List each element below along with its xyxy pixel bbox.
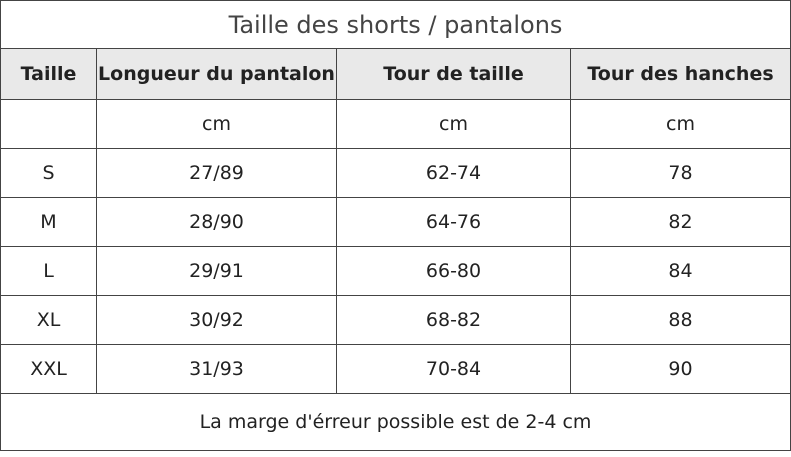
footer-row: La marge d'érreur possible est de 2-4 cm	[0, 393, 791, 451]
cell: 31/93	[96, 344, 337, 394]
cell: S	[0, 148, 97, 198]
header-row: Taille Longueur du pantalon Tour de taille…	[0, 48, 791, 100]
header-cell: Tour de taille	[336, 48, 571, 100]
data-row: XXL 31/93 70-84 90	[0, 344, 791, 394]
title-row: Taille des shorts / pantalons	[0, 0, 791, 49]
cell: 88	[569, 295, 791, 345]
data-row: S 27/89 62-74 78	[0, 148, 791, 198]
unit-cell: cm	[96, 99, 337, 149]
data-row: XL 30/92 68-82 88	[0, 295, 791, 345]
cell: 82	[569, 197, 791, 247]
cell: 90	[569, 344, 791, 394]
data-row: M 28/90 64-76 82	[0, 197, 791, 247]
data-row: L 29/91 66-80 84	[0, 246, 791, 296]
cell: 70-84	[336, 344, 571, 394]
header-cell: Taille	[0, 48, 97, 100]
header-cell: Tour des hanches	[569, 48, 791, 100]
cell: L	[0, 246, 97, 296]
cell: 30/92	[96, 295, 337, 345]
cell: 78	[569, 148, 791, 198]
cell: XL	[0, 295, 97, 345]
cell: 27/89	[96, 148, 337, 198]
cell: M	[0, 197, 97, 247]
cell: XXL	[0, 344, 97, 394]
cell: 29/91	[96, 246, 337, 296]
cell	[0, 99, 97, 149]
unit-cell: cm	[336, 99, 571, 149]
cell: 62-74	[336, 148, 571, 198]
header-cell: Longueur du pantalon	[96, 48, 337, 100]
cell: 28/90	[96, 197, 337, 247]
footer-note: La marge d'érreur possible est de 2-4 cm	[0, 393, 791, 451]
unit-cell: cm	[569, 99, 791, 149]
cell: 84	[569, 246, 791, 296]
cell: 66-80	[336, 246, 571, 296]
table-title: Taille des shorts / pantalons	[0, 0, 791, 49]
units-row: cm cm cm	[0, 99, 791, 149]
cell: 64-76	[336, 197, 571, 247]
cell: 68-82	[336, 295, 571, 345]
